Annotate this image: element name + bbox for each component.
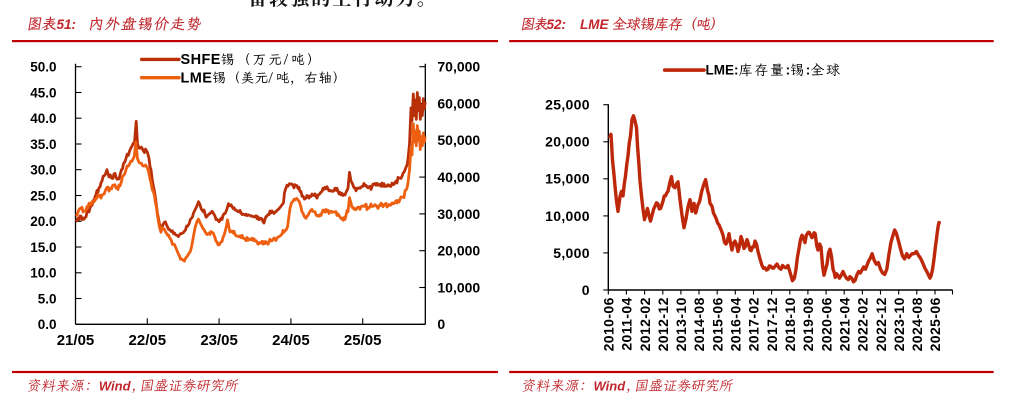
svg-text:2012-12: 2012-12 xyxy=(655,297,671,351)
svg-text:Wind: Wind xyxy=(99,378,132,393)
svg-text:2010-06: 2010-06 xyxy=(601,297,617,351)
svg-text:51:: 51: xyxy=(57,17,77,32)
svg-text:10,000: 10,000 xyxy=(437,279,480,295)
svg-text:2011-04: 2011-04 xyxy=(619,297,635,350)
svg-text:40,000: 40,000 xyxy=(437,169,480,185)
svg-text:24/05: 24/05 xyxy=(272,332,310,349)
svg-text:LME: LME xyxy=(181,70,213,86)
svg-text:0.0: 0.0 xyxy=(38,317,57,332)
svg-text:0: 0 xyxy=(582,282,590,298)
svg-text:25,000: 25,000 xyxy=(545,97,590,113)
svg-text::: : xyxy=(806,63,811,78)
svg-text:2016-04: 2016-04 xyxy=(728,297,744,351)
svg-text:2025-06: 2025-06 xyxy=(927,297,943,351)
svg-text:40.0: 40.0 xyxy=(30,111,56,126)
svg-text:2015-06: 2015-06 xyxy=(709,297,725,351)
svg-text:21/05: 21/05 xyxy=(57,332,95,349)
svg-text:2022-12: 2022-12 xyxy=(873,297,889,351)
svg-text:LME:: LME: xyxy=(706,63,739,78)
svg-text:2017-12: 2017-12 xyxy=(764,297,780,351)
svg-text:2022-02: 2022-02 xyxy=(855,297,871,351)
svg-text::: : xyxy=(786,63,791,78)
svg-text:2014-08: 2014-08 xyxy=(691,297,707,351)
svg-text:20,000: 20,000 xyxy=(437,243,480,259)
svg-text:30,000: 30,000 xyxy=(437,206,480,222)
svg-text:10,000: 10,000 xyxy=(545,208,590,224)
svg-text:52:: 52: xyxy=(547,17,567,32)
svg-text:Wind: Wind xyxy=(594,378,627,393)
svg-text:5,000: 5,000 xyxy=(553,245,590,261)
svg-text:50.0: 50.0 xyxy=(30,60,56,75)
svg-text:2013-10: 2013-10 xyxy=(673,297,689,351)
svg-text:20.0: 20.0 xyxy=(30,214,56,229)
svg-text:2018-10: 2018-10 xyxy=(782,297,798,351)
svg-text:70,000: 70,000 xyxy=(437,59,480,75)
svg-text:20,000: 20,000 xyxy=(545,134,590,150)
svg-text:25/05: 25/05 xyxy=(344,332,382,349)
svg-text:15,000: 15,000 xyxy=(545,171,590,187)
svg-text:22/05: 22/05 xyxy=(129,332,167,349)
svg-text:2019-08: 2019-08 xyxy=(800,297,816,351)
svg-text:30.0: 30.0 xyxy=(30,163,56,178)
svg-text:LME: LME xyxy=(580,17,609,32)
svg-text:2024-08: 2024-08 xyxy=(909,297,925,351)
svg-text:SHFE: SHFE xyxy=(181,52,221,68)
svg-text:10.0: 10.0 xyxy=(30,266,56,281)
svg-text:35.0: 35.0 xyxy=(30,137,56,152)
svg-text:60,000: 60,000 xyxy=(437,95,480,111)
svg-text:2012-02: 2012-02 xyxy=(637,297,653,351)
svg-text:23/05: 23/05 xyxy=(200,332,238,349)
svg-text:2021-04: 2021-04 xyxy=(837,297,853,351)
svg-text:15.0: 15.0 xyxy=(30,240,56,255)
svg-text:2017-02: 2017-02 xyxy=(746,297,762,351)
svg-text:2020-06: 2020-06 xyxy=(818,297,834,351)
svg-text:50,000: 50,000 xyxy=(437,132,480,148)
svg-text:5.0: 5.0 xyxy=(38,291,57,306)
svg-text:2023-10: 2023-10 xyxy=(891,297,907,351)
svg-text:0: 0 xyxy=(437,316,445,332)
svg-text:45.0: 45.0 xyxy=(30,85,56,100)
svg-text:25.0: 25.0 xyxy=(30,188,56,203)
